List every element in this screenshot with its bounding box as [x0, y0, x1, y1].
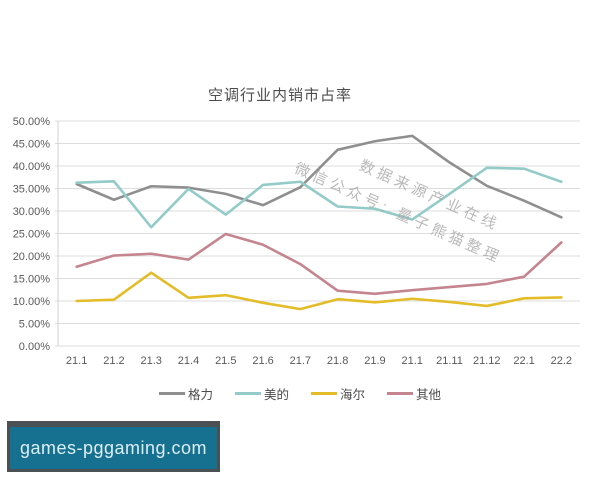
x-tick-label: 22.1	[513, 355, 534, 367]
site-banner-link[interactable]: games-pggaming.com	[19, 437, 208, 458]
series-line-0	[75, 134, 563, 219]
legend-item-3: 其他	[387, 384, 441, 403]
y-tick-label: 0.00%	[19, 341, 50, 353]
y-tick-label: 30.00%	[13, 206, 51, 218]
chart-title: 空调行业内销市占率	[207, 87, 352, 104]
legend-item-1: 美的	[234, 384, 289, 403]
x-tick-label: 21.1	[66, 355, 87, 367]
legend-swatch-icon	[158, 392, 185, 395]
legend-swatch-icon	[234, 392, 261, 395]
x-tick-label: 21.4	[178, 355, 199, 367]
x-tick-label: 21.7	[290, 355, 311, 367]
x-tick-label: 21.6	[252, 355, 273, 367]
chart-canvas: 0.00% 5.00% 10.00% 15.00% 20.00% 25.00% 30.00%…	[13, 116, 580, 367]
y-tick-label: 5.00%	[19, 319, 50, 331]
series-line-3	[75, 232, 563, 296]
x-tick-label: 21.8	[327, 355, 348, 367]
y-tick-label: 25.00%	[13, 229, 51, 241]
y-tick-label: 20.00%	[13, 251, 51, 263]
series-line-1	[75, 166, 563, 229]
x-tick-label: 22.2	[551, 355, 572, 367]
site-banner-inner: games-pggaming.com	[10, 427, 217, 469]
x-tick-label: 21.5	[215, 355, 236, 367]
legend-label: 海尔	[340, 388, 366, 402]
x-tick-label: 21.1	[402, 355, 423, 367]
y-tick-label: 40.00%	[13, 161, 51, 173]
y-tick-label: 35.00%	[13, 184, 51, 196]
legend-item-2: 海尔	[311, 384, 365, 403]
legend-label: 美的	[263, 388, 289, 402]
y-tick-label: 15.00%	[13, 274, 51, 286]
x-tick-label: 21.2	[103, 355, 124, 367]
y-tick-label: 45.00%	[13, 139, 51, 151]
legend-swatch-icon	[311, 392, 337, 395]
x-tick-label: 21.11	[436, 355, 463, 367]
legend-label: 其他	[416, 388, 442, 402]
y-tick-label: 50.00%	[13, 116, 51, 128]
legend-swatch-icon	[387, 392, 414, 395]
site-banner: games-pggaming.com	[7, 421, 220, 472]
x-tick-label: 21.12	[473, 355, 501, 367]
series-line-2	[75, 271, 563, 311]
x-tick-label: 21.3	[141, 355, 162, 367]
chart-legend: 格力 美的 海尔 其他	[0, 384, 600, 403]
legend-label: 格力	[187, 388, 213, 402]
y-tick-label: 10.00%	[13, 296, 51, 308]
x-tick-label: 21.9	[364, 355, 385, 367]
legend-item-0: 格力	[158, 384, 213, 403]
